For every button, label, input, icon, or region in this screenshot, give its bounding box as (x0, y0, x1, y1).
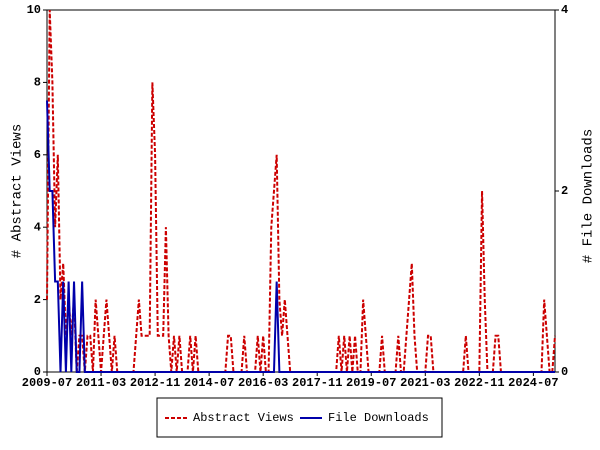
y2-tick-label: 0 (561, 365, 568, 379)
plot-frame (46, 9, 556, 373)
y-tick-label: 8 (34, 76, 41, 90)
series-line (46, 100, 555, 373)
x-tick-label: 2012-11 (130, 376, 180, 390)
x-tick-label: 2017-11 (292, 376, 342, 390)
x-tick-label: 2024-07 (508, 376, 558, 390)
x-tick-label: 2011-03 (76, 376, 126, 390)
y-tick-label: 2 (34, 293, 41, 307)
y2-axis-title: # File Downloads (581, 129, 597, 263)
legend-label: Abstract Views (193, 411, 294, 425)
x-tick-label: 2019-07 (346, 376, 396, 390)
y2-tick-label: 4 (561, 3, 568, 17)
y-tick-label: 6 (34, 148, 41, 162)
y-tick-label: 4 (34, 220, 41, 234)
y2-tick-label: 2 (561, 184, 568, 198)
y-axis-title: # Abstract Views (10, 124, 26, 258)
x-tick-label: 2022-11 (454, 376, 504, 390)
x-tick-label: 2014-07 (184, 376, 234, 390)
x-tick-label: 2021-03 (400, 376, 450, 390)
x-tick-label: 2009-07 (22, 376, 72, 390)
legend-label: File Downloads (328, 411, 429, 425)
legend-box (156, 397, 443, 438)
y-tick-label: 0 (34, 365, 41, 379)
series-line (46, 9, 556, 373)
y-tick-label: 10 (27, 3, 41, 17)
x-tick-label: 2016-03 (238, 376, 288, 390)
